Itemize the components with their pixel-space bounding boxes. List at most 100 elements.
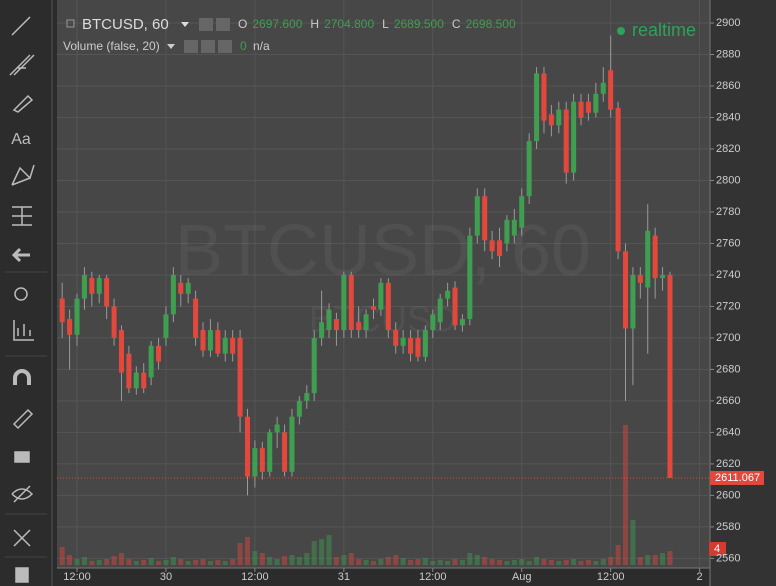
candle-body <box>348 274 354 331</box>
close-button[interactable] <box>218 40 232 53</box>
eye-button[interactable] <box>199 18 213 31</box>
candle-body <box>252 448 258 477</box>
volume-pane <box>59 425 673 565</box>
ohlc-value: 2689.500 <box>394 17 444 31</box>
candle-body <box>89 278 95 294</box>
candle-body <box>170 274 176 315</box>
candle-body <box>467 235 473 320</box>
volume-bar <box>363 560 369 565</box>
candle-body <box>193 298 199 338</box>
volume-scale-box <box>709 542 726 556</box>
volume-bar <box>274 559 280 565</box>
trash-tool[interactable] <box>15 567 29 583</box>
grid <box>57 0 710 568</box>
candle-body <box>504 219 510 244</box>
candle-body <box>608 70 614 110</box>
magnet-tool[interactable] <box>13 369 31 385</box>
candle-body <box>126 353 132 389</box>
volume-bar <box>59 547 65 565</box>
candle-body <box>326 309 332 331</box>
candle-body <box>400 337 406 346</box>
status: realtime <box>632 20 696 40</box>
ohlc-value: 2704.800 <box>324 17 374 31</box>
settings-button[interactable] <box>216 18 230 31</box>
ohlc-value: 2698.500 <box>466 17 516 31</box>
eye-button[interactable] <box>184 40 198 53</box>
symbol-menu[interactable] <box>181 22 189 27</box>
candle-body <box>548 114 554 126</box>
candle-body <box>422 330 428 357</box>
volume-bar <box>230 559 236 565</box>
candle-body <box>415 337 421 357</box>
volume-bar <box>445 561 451 565</box>
study-menu[interactable] <box>167 44 175 49</box>
candle-body <box>104 278 110 307</box>
text-tool-icon[interactable]: Aa <box>11 131 31 148</box>
candle-body <box>67 319 73 335</box>
channel-tool[interactable] <box>9 54 35 76</box>
pattern-tool[interactable] <box>11 164 35 186</box>
x-tick-label: 2 <box>697 571 703 583</box>
measure-tool[interactable] <box>12 206 32 226</box>
volume-bar <box>319 539 325 565</box>
candle-body <box>571 101 577 173</box>
candle-body <box>156 345 162 362</box>
volume-bar <box>496 560 503 565</box>
candle-body <box>541 73 547 121</box>
volume-bar <box>622 425 629 565</box>
volume-bar <box>311 541 317 565</box>
volume-study[interactable]: Volume (false, 20) <box>63 39 160 53</box>
ohlc-label: C <box>452 17 461 31</box>
x-tick-label: 30 <box>160 571 172 583</box>
remove-tool[interactable] <box>13 529 31 547</box>
candle-body <box>244 416 251 477</box>
volume-bar <box>467 553 473 565</box>
volume-bar <box>289 555 295 565</box>
collapse-icon[interactable] <box>66 19 75 28</box>
back-tool[interactable] <box>11 247 30 263</box>
candle-body <box>185 282 191 294</box>
bars-tool[interactable] <box>13 320 34 341</box>
lock-tool[interactable] <box>14 451 30 463</box>
drawing-mode-tool[interactable] <box>12 408 34 430</box>
candle-body <box>452 287 458 326</box>
zoom-tool[interactable] <box>14 287 28 301</box>
candle-body <box>459 319 465 326</box>
candle-body <box>593 93 599 113</box>
candle-body <box>615 108 621 252</box>
candle-body <box>430 314 436 331</box>
x-tick-label: Aug <box>512 571 532 583</box>
volume-bar <box>170 557 176 565</box>
volume-bar <box>541 559 547 565</box>
volume-bar <box>667 551 673 565</box>
symbol[interactable]: BTCUSD, 60 <box>82 16 169 33</box>
candle-body <box>563 109 569 173</box>
candle-body <box>489 240 495 252</box>
settings-button[interactable] <box>201 40 215 53</box>
volume-bar <box>593 561 599 565</box>
ohlc-label: L <box>382 17 389 31</box>
volume-bar <box>548 560 554 565</box>
volume-bar <box>437 560 443 565</box>
volume-bar <box>408 560 414 565</box>
volume-bar <box>163 560 169 565</box>
candle-body <box>74 298 80 335</box>
y-tick-label: 2780 <box>716 206 740 218</box>
y-tick-label: 2900 <box>716 17 740 29</box>
candle-body <box>333 319 339 331</box>
last-price-box <box>710 470 764 485</box>
volume-bar <box>104 559 110 565</box>
brush-tool[interactable] <box>12 94 34 113</box>
volume-bar <box>81 557 87 565</box>
volume-bar <box>482 557 488 565</box>
candles <box>59 35 673 496</box>
trend-line-tool[interactable] <box>11 16 31 36</box>
candle-body <box>96 278 102 294</box>
hide-tool[interactable] <box>11 485 34 503</box>
volume-bar <box>489 559 495 565</box>
candle-body <box>385 282 391 331</box>
candle-body <box>230 337 236 354</box>
volume-bar <box>556 561 562 565</box>
ohlc-value: 2697.600 <box>252 17 302 31</box>
